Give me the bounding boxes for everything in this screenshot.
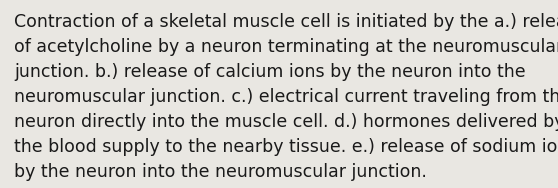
Text: the blood supply to the nearby tissue. e.) release of sodium ions: the blood supply to the nearby tissue. e… <box>14 138 558 156</box>
Text: Contraction of a skeletal muscle cell is initiated by the a.) release: Contraction of a skeletal muscle cell is… <box>14 13 558 31</box>
Text: of acetylcholine by a neuron terminating at the neuromuscular: of acetylcholine by a neuron terminating… <box>14 38 558 56</box>
Text: neuromuscular junction. c.) electrical current traveling from the: neuromuscular junction. c.) electrical c… <box>14 88 558 106</box>
Text: junction. b.) release of calcium ions by the neuron into the: junction. b.) release of calcium ions by… <box>14 63 526 81</box>
Text: neuron directly into the muscle cell. d.) hormones delivered by: neuron directly into the muscle cell. d.… <box>14 113 558 131</box>
Text: by the neuron into the neuromuscular junction.: by the neuron into the neuromuscular jun… <box>14 163 427 181</box>
